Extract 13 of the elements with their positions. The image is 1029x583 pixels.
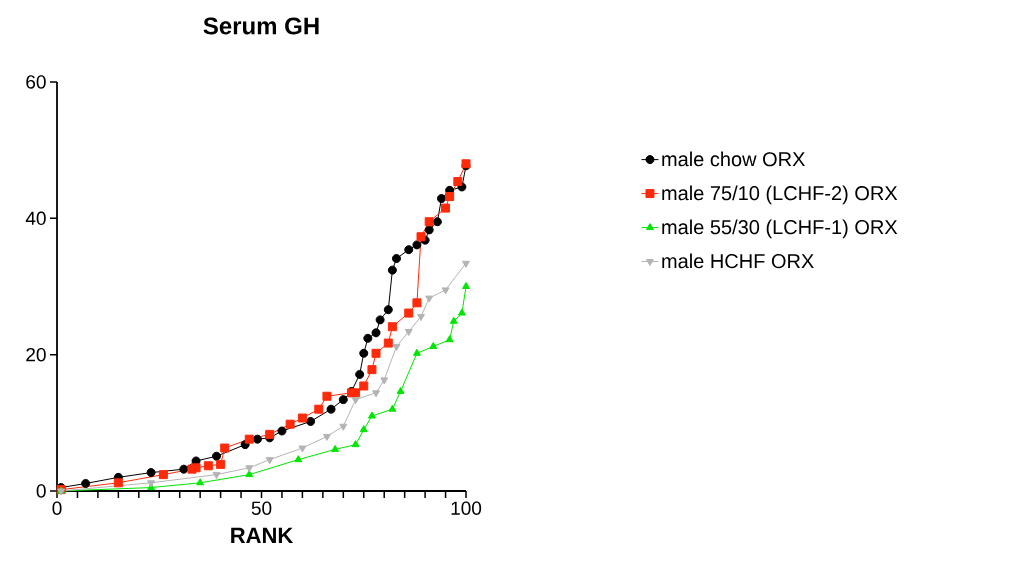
x-axis-title: RANK: [231, 527, 294, 543]
chart-title: Serum GH: [203, 17, 319, 35]
legend-label: male HCHF ORX: [662, 253, 814, 269]
legend-label: male chow ORX: [662, 151, 806, 167]
y-tick-label: 60: [26, 75, 46, 89]
y-tick-label: 20: [26, 347, 46, 362]
x-tick-label: 50: [251, 501, 272, 515]
legend-label: male 75/10 (LCHF-2) ORX: [662, 185, 898, 205]
y-tick-label: 0: [36, 484, 46, 498]
x-tick-label: 0: [52, 501, 62, 515]
x-tick-label: 100: [451, 501, 482, 515]
legend-label: male 55/30 (LCHF-1) ORX: [662, 219, 898, 239]
y-tick-label: 40: [25, 211, 46, 226]
